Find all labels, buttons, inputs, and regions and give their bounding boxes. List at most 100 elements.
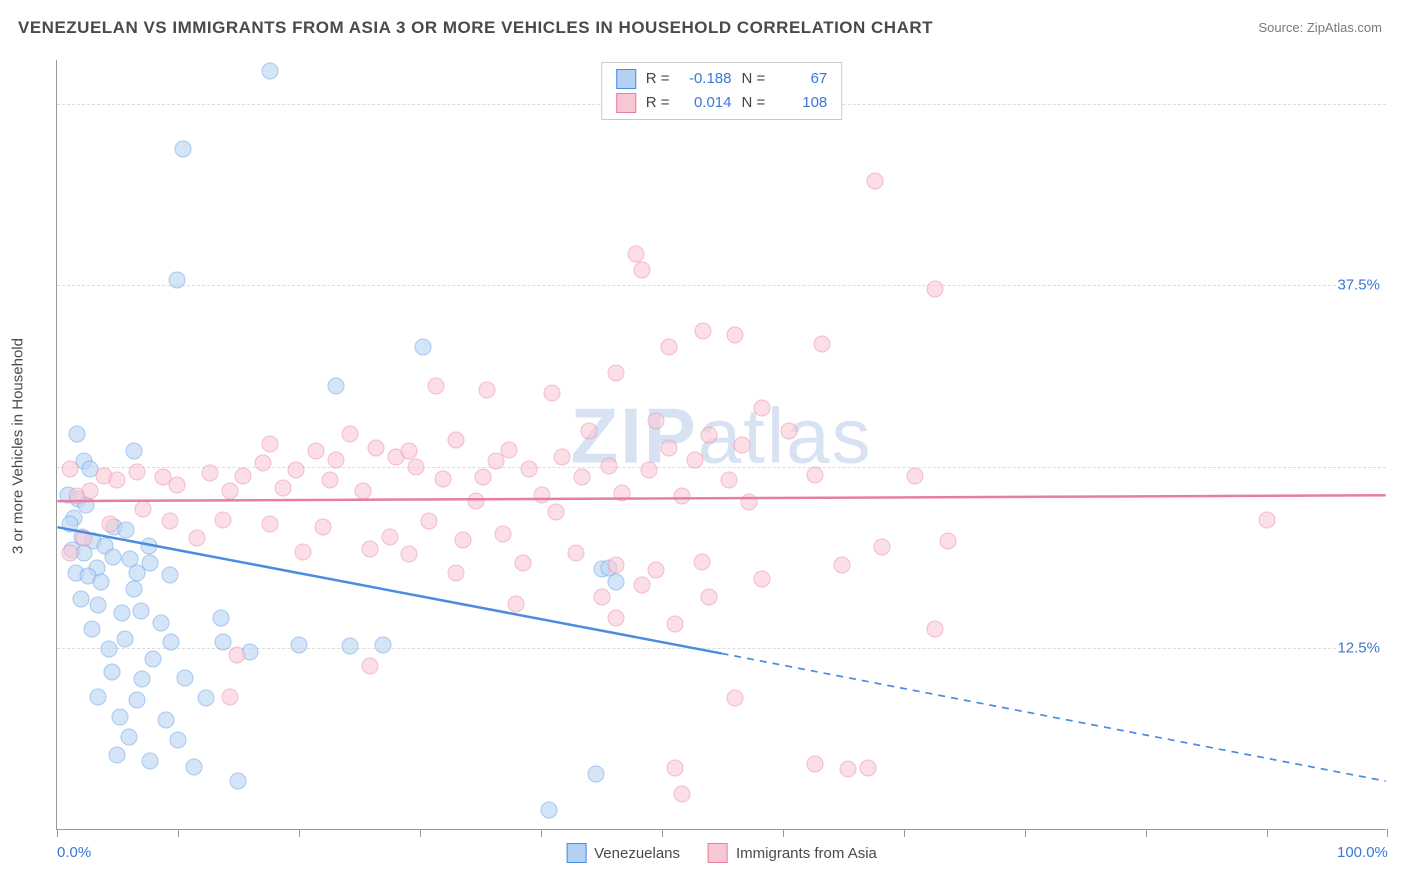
- source-prefix: Source:: [1258, 20, 1306, 35]
- scatter-point: [807, 466, 824, 483]
- x-tick: [662, 829, 663, 837]
- scatter-point: [567, 544, 584, 561]
- scatter-point: [720, 472, 737, 489]
- scatter-point: [600, 457, 617, 474]
- scatter-point: [647, 412, 664, 429]
- scatter-point: [288, 462, 305, 479]
- scatter-point: [547, 504, 564, 521]
- scatter-point: [521, 460, 538, 477]
- x-tick: [1267, 829, 1268, 837]
- scatter-point: [341, 425, 358, 442]
- scatter-point: [614, 485, 631, 502]
- x-tick-label: 0.0%: [57, 844, 91, 861]
- scatter-point: [108, 472, 125, 489]
- scatter-point: [341, 637, 358, 654]
- scatter-point: [627, 245, 644, 262]
- scatter-point: [574, 469, 591, 486]
- scatter-point: [261, 62, 278, 79]
- scatter-point: [229, 773, 246, 790]
- scatter-point: [255, 454, 272, 471]
- scatter-point: [640, 462, 657, 479]
- r-label: R =: [646, 67, 670, 91]
- scatter-point: [354, 482, 371, 499]
- x-tick: [783, 829, 784, 837]
- legend-label-pink: Immigrants from Asia: [736, 845, 877, 862]
- scatter-point: [168, 476, 185, 493]
- scatter-point: [152, 614, 169, 631]
- scatter-point: [201, 465, 218, 482]
- scatter-point: [103, 664, 120, 681]
- scatter-point: [361, 658, 378, 675]
- scatter-point: [104, 549, 121, 566]
- legend-label-blue: Venezuelans: [594, 845, 680, 862]
- scatter-point: [102, 515, 119, 532]
- scatter-point: [361, 540, 378, 557]
- scatter-point: [873, 539, 890, 556]
- scatter-point: [215, 511, 232, 528]
- swatch-pink-icon: [616, 93, 636, 113]
- scatter-point: [374, 636, 391, 653]
- scatter-point: [168, 271, 185, 288]
- scatter-point: [126, 443, 143, 460]
- scatter-point: [501, 441, 518, 458]
- scatter-point: [454, 531, 471, 548]
- scatter-point: [541, 802, 558, 819]
- scatter-point: [315, 518, 332, 535]
- scatter-point: [134, 671, 151, 688]
- scatter-point: [128, 463, 145, 480]
- scatter-point: [940, 533, 957, 550]
- scatter-point: [434, 470, 451, 487]
- stats-legend: R = -0.188 N = 67 R = 0.014 N = 108: [601, 62, 843, 120]
- legend-swatch-pink-icon: [708, 843, 728, 863]
- scatter-point: [467, 492, 484, 509]
- x-tick: [178, 829, 179, 837]
- scatter-point: [116, 630, 133, 647]
- scatter-point: [660, 440, 677, 457]
- scatter-point: [185, 758, 202, 775]
- scatter-point: [158, 712, 175, 729]
- scatter-point: [494, 526, 511, 543]
- plot-area: ZIPatlas R = -0.188 N = 67 R = 0.014 N =…: [56, 60, 1386, 830]
- scatter-point: [926, 280, 943, 297]
- x-tick: [299, 829, 300, 837]
- scatter-point: [128, 691, 145, 708]
- scatter-point: [83, 620, 100, 637]
- scatter-point: [328, 451, 345, 468]
- scatter-point: [308, 443, 325, 460]
- x-tick: [904, 829, 905, 837]
- scatter-point: [753, 571, 770, 588]
- scatter-point: [507, 595, 524, 612]
- scatter-point: [72, 591, 89, 608]
- scatter-point: [487, 453, 504, 470]
- r-val-pink: 0.014: [680, 91, 732, 115]
- scatter-point: [833, 556, 850, 573]
- scatter-point: [328, 377, 345, 394]
- scatter-point: [733, 437, 750, 454]
- scatter-point: [860, 759, 877, 776]
- scatter-point: [295, 543, 312, 560]
- scatter-point: [448, 431, 465, 448]
- scatter-point: [176, 669, 193, 686]
- scatter-point: [401, 443, 418, 460]
- chart-title: VENEZUELAN VS IMMIGRANTS FROM ASIA 3 OR …: [18, 18, 933, 38]
- scatter-point: [866, 173, 883, 190]
- scatter-point: [126, 581, 143, 598]
- r-label-2: R =: [646, 91, 670, 115]
- trend-lines: [57, 60, 1386, 829]
- scatter-point: [140, 537, 157, 554]
- scatter-point: [634, 576, 651, 593]
- scatter-point: [62, 544, 79, 561]
- scatter-point: [114, 604, 131, 621]
- scatter-point: [700, 427, 717, 444]
- scatter-point: [408, 459, 425, 476]
- scatter-point: [142, 752, 159, 769]
- swatch-blue-icon: [616, 69, 636, 89]
- scatter-point: [1259, 511, 1276, 528]
- scatter-point: [221, 482, 238, 499]
- x-tick: [541, 829, 542, 837]
- scatter-point: [111, 709, 128, 726]
- source-link[interactable]: ZipAtlas.com: [1307, 20, 1382, 35]
- scatter-point: [68, 425, 85, 442]
- n-val-pink: 108: [775, 91, 827, 115]
- scatter-point: [667, 616, 684, 633]
